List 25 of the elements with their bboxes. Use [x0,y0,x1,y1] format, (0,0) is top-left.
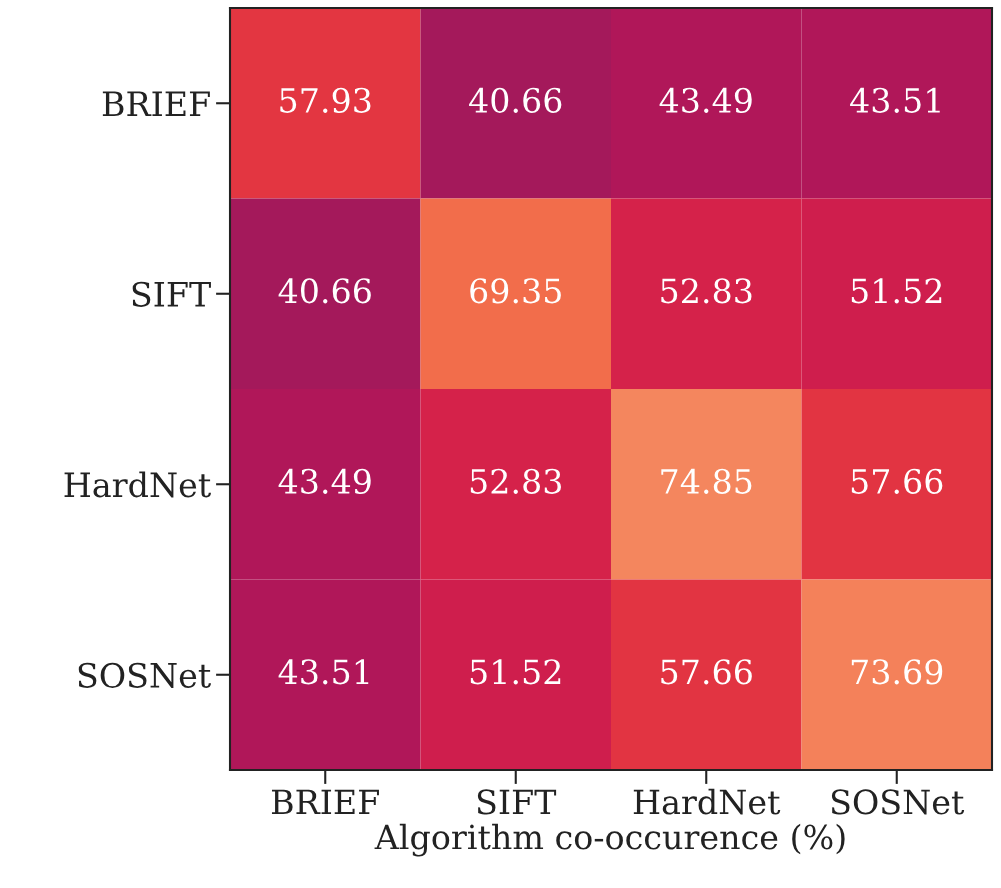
x-tick-label: BRIEF [271,789,379,815]
data-label: 43.51 [850,87,940,113]
y-tick-label: SOSNet [78,662,211,688]
data-label: 51.52 [470,659,561,685]
data-label: 52.83 [661,278,752,304]
y-tick-label: HardNet [64,471,211,498]
data-label: 74.85 [661,468,752,494]
data-label: 40.66 [469,87,562,113]
x-axis-title: Algorithm co-occurence (%) [374,823,845,857]
data-label: 51.52 [851,278,942,304]
data-label: 73.69 [851,659,943,685]
x-tick-label: SIFT [477,789,557,815]
data-label: 43.51 [278,659,369,685]
data-label: 43.49 [278,468,371,494]
y-tick-label: BRIEF [102,91,210,116]
data-label: 69.35 [470,278,561,304]
data-label: 43.49 [659,87,752,113]
data-label: 57.66 [661,659,752,685]
data-label: 57.93 [280,87,371,113]
data-label: 52.83 [470,468,561,494]
data-label: 40.66 [278,278,371,304]
x-tick-label: HardNet [633,788,781,815]
data-label: 57.66 [851,468,943,494]
x-tick-label: SOSNet [831,789,965,815]
y-tick-label: SIFT [132,281,211,307]
